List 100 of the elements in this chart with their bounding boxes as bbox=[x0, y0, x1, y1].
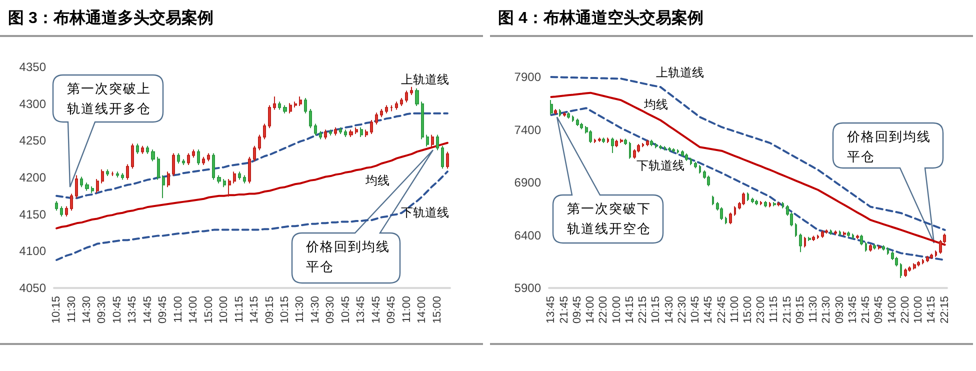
candlestick bbox=[217, 174, 221, 184]
x-tick-label: 09:45 bbox=[157, 296, 170, 324]
candlestick bbox=[157, 156, 160, 180]
candlestick bbox=[380, 108, 383, 118]
x-tick-label: 09:45 bbox=[571, 296, 584, 324]
candlestick bbox=[162, 174, 165, 199]
candlestick bbox=[55, 200, 58, 212]
series-label: 均线 bbox=[366, 172, 390, 190]
candlestick bbox=[197, 149, 200, 166]
candlestick bbox=[436, 134, 439, 151]
x-tick-label: 10:45 bbox=[340, 296, 352, 324]
candlestick bbox=[136, 143, 139, 154]
candlestick bbox=[131, 143, 134, 170]
x-tick-label: 09:15 bbox=[794, 296, 806, 324]
x-tick-label: 14:00 bbox=[886, 296, 898, 324]
y-tick-label: 4100 bbox=[19, 244, 46, 258]
candlestick bbox=[681, 150, 684, 158]
x-tick-label: 11:00 bbox=[728, 296, 741, 323]
candlestick bbox=[151, 149, 155, 162]
x-tick-label: 10:00 bbox=[218, 296, 230, 324]
candlestick bbox=[773, 202, 776, 207]
candlestick bbox=[405, 90, 408, 103]
candlestick bbox=[167, 171, 170, 188]
candlestick bbox=[91, 186, 94, 194]
candlestick bbox=[904, 268, 907, 278]
annotation: 第一次突破上轨道线开多仓 bbox=[67, 80, 152, 118]
candlestick bbox=[228, 178, 231, 198]
x-tick-label: 10:45 bbox=[111, 296, 124, 324]
candlestick bbox=[365, 129, 368, 138]
chart-title: 图 3：布林通道多头交易案例 bbox=[8, 8, 214, 29]
candlestick bbox=[238, 171, 241, 180]
x-tick-label: 15:00 bbox=[202, 296, 215, 324]
candlestick bbox=[598, 137, 601, 142]
x-tick-label: 11:30 bbox=[294, 296, 306, 323]
candlestick bbox=[289, 102, 292, 114]
x-tick-label: 11:00 bbox=[400, 296, 413, 323]
candlestick bbox=[755, 199, 758, 206]
candlestick bbox=[334, 126, 337, 136]
candlestick bbox=[223, 178, 226, 188]
candlestick bbox=[764, 200, 767, 208]
candlestick bbox=[446, 151, 449, 170]
candlestick bbox=[729, 212, 732, 225]
candlestick bbox=[80, 176, 83, 188]
x-tick-label: 14:45 bbox=[370, 296, 382, 324]
y-tick-label: 4200 bbox=[19, 170, 46, 184]
candlestick bbox=[550, 100, 553, 115]
x-tick-label: 14:30 bbox=[81, 296, 93, 324]
candlestick bbox=[278, 101, 281, 110]
x-tick-label: 21:15 bbox=[781, 296, 794, 324]
candlestick bbox=[878, 244, 881, 250]
y-tick-label: 4050 bbox=[19, 281, 46, 295]
candlestick bbox=[146, 145, 149, 154]
candlestick bbox=[375, 112, 378, 125]
candlestick bbox=[360, 126, 363, 138]
x-tick-label: 09:45 bbox=[873, 296, 886, 324]
candlestick bbox=[620, 138, 623, 144]
candlestick bbox=[426, 134, 429, 148]
candlestick bbox=[309, 108, 312, 129]
x-tick-label: 11:30 bbox=[808, 296, 820, 323]
x-tick-label: 09:45 bbox=[386, 296, 398, 324]
candlestick bbox=[395, 101, 398, 110]
candlestick bbox=[589, 130, 592, 144]
x-tick-label: 14:45 bbox=[702, 296, 715, 324]
candlestick bbox=[263, 123, 266, 140]
x-tick-label: 22:45 bbox=[716, 296, 728, 324]
candlestick bbox=[319, 130, 322, 140]
x-tick-label: 22:15 bbox=[938, 296, 951, 324]
candlestick bbox=[141, 145, 144, 154]
candlestick bbox=[685, 152, 688, 162]
candlestick bbox=[233, 171, 236, 184]
candlestick bbox=[329, 129, 332, 136]
candlestick bbox=[825, 228, 828, 234]
x-tick-label: 15:00 bbox=[742, 296, 754, 324]
candlestick bbox=[834, 230, 837, 236]
annotation: 价格回到均线平仓 bbox=[847, 128, 932, 166]
candlestick bbox=[917, 260, 920, 267]
candlestick bbox=[410, 86, 413, 96]
candlestick bbox=[554, 108, 557, 115]
candlestick bbox=[355, 126, 358, 135]
candlestick bbox=[385, 104, 388, 114]
line-series bbox=[550, 92, 946, 246]
candlestick bbox=[563, 112, 566, 118]
candlestick bbox=[268, 104, 271, 129]
candlestick bbox=[751, 197, 754, 204]
candlestick bbox=[808, 236, 811, 242]
candlestick bbox=[116, 171, 119, 178]
x-tick-label: 22:30 bbox=[676, 296, 688, 324]
candlestick bbox=[882, 244, 885, 252]
x-tick-label: 14:00 bbox=[188, 296, 200, 324]
line-series bbox=[56, 170, 448, 262]
x-tick-label: 09:30 bbox=[324, 296, 337, 324]
y-tick-label: 6900 bbox=[514, 176, 542, 190]
candlestick bbox=[349, 129, 353, 138]
candlestick bbox=[431, 134, 434, 148]
candlestick bbox=[873, 244, 876, 250]
series-label: 均线 bbox=[644, 96, 668, 114]
candlestick bbox=[344, 129, 347, 138]
candlestick bbox=[253, 145, 256, 162]
x-tick-label: 22:15 bbox=[637, 296, 650, 324]
candlestick bbox=[650, 139, 653, 147]
